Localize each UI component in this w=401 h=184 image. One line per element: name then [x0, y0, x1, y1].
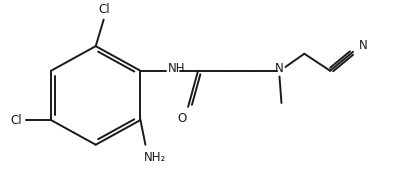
- Text: N: N: [275, 62, 284, 75]
- Text: O: O: [178, 112, 187, 125]
- Text: Cl: Cl: [99, 3, 111, 16]
- Text: N: N: [359, 39, 368, 52]
- Text: NH: NH: [168, 62, 186, 75]
- Text: Cl: Cl: [10, 114, 22, 127]
- Text: NH₂: NH₂: [144, 151, 166, 164]
